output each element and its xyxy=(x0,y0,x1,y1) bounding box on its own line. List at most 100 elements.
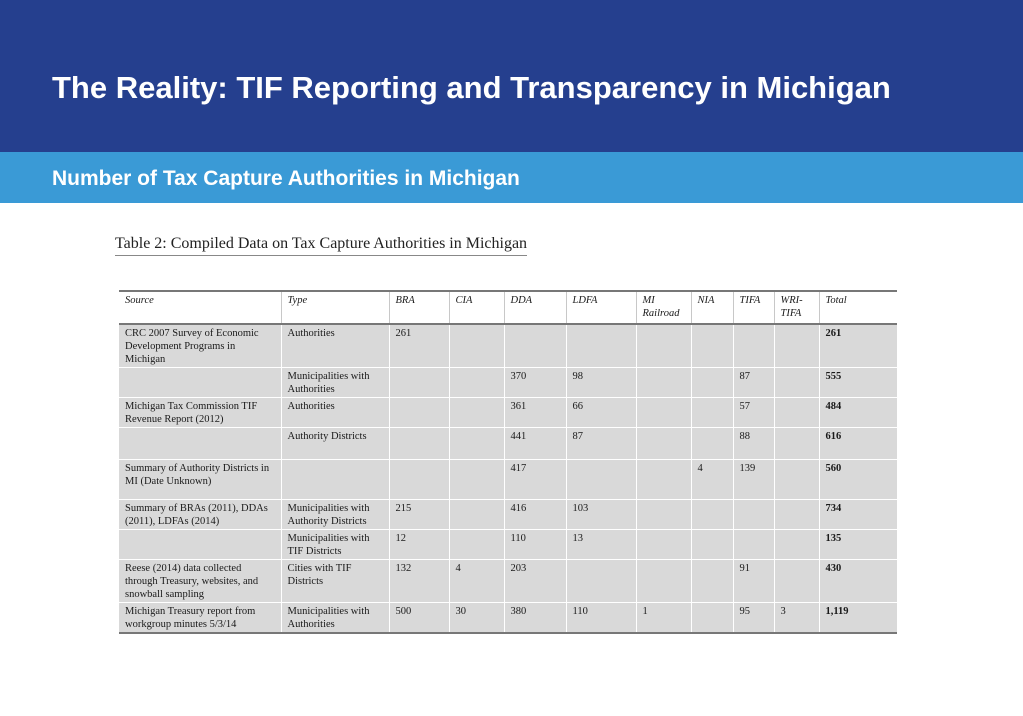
table-header-row: Source Type BRA CIA DDA LDFA MI Railroad… xyxy=(119,291,897,324)
cell-ldfa: 66 xyxy=(565,397,636,428)
cell-cia xyxy=(448,427,504,460)
cell-source: Summary of BRAs (2011), DDAs (2011), LDF… xyxy=(119,499,281,530)
cell-nia xyxy=(690,427,733,460)
cell-wri-tifa xyxy=(773,367,819,398)
cell-nia xyxy=(690,529,733,560)
cell-tifa: 87 xyxy=(732,367,774,398)
table-caption: Table 2: Compiled Data on Tax Capture Au… xyxy=(115,233,528,256)
cell-ldfa: 98 xyxy=(565,367,636,398)
header-tifa: TIFA xyxy=(732,291,774,324)
cell-tifa xyxy=(732,499,774,530)
cell-dda: 370 xyxy=(503,367,566,398)
cell-mi-railroad xyxy=(635,324,691,368)
cell-source: CRC 2007 Survey of Economic Development … xyxy=(119,324,281,368)
cell-dda: 203 xyxy=(503,559,566,603)
cell-cia xyxy=(448,529,504,560)
slide-title: The Reality: TIF Reporting and Transpare… xyxy=(52,70,891,105)
cell-type xyxy=(280,459,389,500)
cell-bra xyxy=(388,367,449,398)
cell-source: Summary of Authority Districts in MI (Da… xyxy=(119,459,281,500)
cell-bra: 261 xyxy=(388,324,449,368)
header-ldfa: LDFA xyxy=(565,291,636,324)
cell-total: 135 xyxy=(818,529,897,560)
cell-tifa xyxy=(732,324,774,368)
cell-ldfa xyxy=(565,559,636,603)
cell-bra: 132 xyxy=(388,559,449,603)
cell-total: 430 xyxy=(818,559,897,603)
cell-wri-tifa xyxy=(773,529,819,560)
cell-ldfa: 103 xyxy=(565,499,636,530)
cell-total: 560 xyxy=(818,459,897,500)
cell-mi-railroad xyxy=(635,367,691,398)
table-row: Municipalities with Authorities 370 98 87 55… xyxy=(119,367,897,398)
cell-source: Reese (2014) data collected through Trea… xyxy=(119,559,281,603)
header-band xyxy=(0,0,1023,152)
header-total: Total xyxy=(818,291,897,324)
subheader-band xyxy=(0,152,1023,203)
cell-type: Municipalities with Authorities xyxy=(280,367,389,398)
cell-cia xyxy=(448,324,504,368)
cell-source xyxy=(119,427,281,460)
cell-tifa: 139 xyxy=(732,459,774,500)
cell-tifa: 88 xyxy=(732,427,774,460)
cell-type: Municipalities with TIF Districts xyxy=(280,529,389,560)
table-row: Michigan Tax Commission TIF Revenue Repo… xyxy=(119,397,897,428)
cell-wri-tifa xyxy=(773,427,819,460)
cell-bra: 215 xyxy=(388,499,449,530)
cell-source xyxy=(119,367,281,398)
table-row: Municipalities with TIF Districts 12 110 13… xyxy=(119,529,897,560)
cell-type: Municipalities with Authority Districts xyxy=(280,499,389,530)
cell-type: Authorities xyxy=(280,324,389,368)
cell-nia xyxy=(690,367,733,398)
cell-wri-tifa xyxy=(773,499,819,530)
cell-mi-railroad xyxy=(635,529,691,560)
cell-mi-railroad xyxy=(635,499,691,530)
cell-source xyxy=(119,529,281,560)
cell-source: Michigan Treasury report from workgroup … xyxy=(119,602,281,633)
cell-ldfa: 13 xyxy=(565,529,636,560)
cell-total: 734 xyxy=(818,499,897,530)
cell-dda xyxy=(503,324,566,368)
header-source: Source xyxy=(119,291,281,324)
cell-dda: 110 xyxy=(503,529,566,560)
cell-bra xyxy=(388,459,449,500)
cell-bra: 12 xyxy=(388,529,449,560)
cell-nia xyxy=(690,602,733,633)
cell-cia: 4 xyxy=(448,559,504,603)
cell-bra xyxy=(388,427,449,460)
cell-wri-tifa xyxy=(773,559,819,603)
header-bra: BRA xyxy=(388,291,449,324)
header-wri-tifa: WRI-TIFA xyxy=(773,291,819,324)
table-row: Summary of BRAs (2011), DDAs (2011), LDF… xyxy=(119,499,897,530)
table-row: Authority Districts 441 87 88 616 xyxy=(119,427,897,460)
cell-total: 1,119 xyxy=(818,602,897,633)
slide-subtitle: Number of Tax Capture Authorities in Mic… xyxy=(52,167,520,190)
cell-type: Authority Districts xyxy=(280,427,389,460)
cell-mi-railroad: 1 xyxy=(635,602,691,633)
cell-mi-railroad xyxy=(635,459,691,500)
cell-total: 261 xyxy=(818,324,897,368)
table-row: Reese (2014) data collected through Trea… xyxy=(119,559,897,603)
cell-tifa: 57 xyxy=(732,397,774,428)
cell-type: Municipalities with Authorities xyxy=(280,602,389,633)
cell-wri-tifa xyxy=(773,459,819,500)
cell-nia xyxy=(690,397,733,428)
cell-tifa xyxy=(732,529,774,560)
table-row: CRC 2007 Survey of Economic Development … xyxy=(119,324,897,368)
cell-mi-railroad xyxy=(635,559,691,603)
cell-type: Cities with TIF Districts xyxy=(280,559,389,603)
cell-dda: 416 xyxy=(503,499,566,530)
cell-nia xyxy=(690,324,733,368)
cell-dda: 441 xyxy=(503,427,566,460)
cell-wri-tifa xyxy=(773,324,819,368)
cell-source: Michigan Tax Commission TIF Revenue Repo… xyxy=(119,397,281,428)
cell-dda: 417 xyxy=(503,459,566,500)
cell-wri-tifa: 3 xyxy=(773,602,819,633)
cell-cia xyxy=(448,367,504,398)
header-cia: CIA xyxy=(448,291,504,324)
header-dda: DDA xyxy=(503,291,566,324)
cell-total: 555 xyxy=(818,367,897,398)
cell-dda: 380 xyxy=(503,602,566,633)
cell-tifa: 95 xyxy=(732,602,774,633)
cell-cia: 30 xyxy=(448,602,504,633)
